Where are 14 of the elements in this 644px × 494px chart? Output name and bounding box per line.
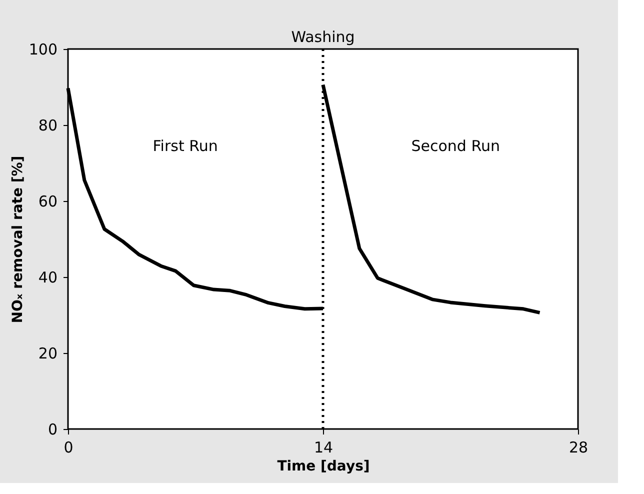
x-tick-label: 14 [314,438,334,456]
y-tick-label: 0 [48,420,58,438]
y-tick-label: 60 [38,192,58,210]
x-tick-label: 28 [568,438,588,456]
x-tick-label: 0 [64,438,74,456]
ref-line-label: Washing [291,28,355,46]
y-tick-label: 80 [38,116,58,134]
y-tick-label: 20 [38,344,58,362]
annotation: Second Run [411,136,500,155]
x-axis-title: Time [days] [277,458,370,474]
y-tick-label: 100 [28,40,58,58]
y-tick-label: 40 [38,268,58,286]
y-axis-title: NOₓ removal rate [%] [10,156,26,324]
annotation: First Run [152,136,218,155]
